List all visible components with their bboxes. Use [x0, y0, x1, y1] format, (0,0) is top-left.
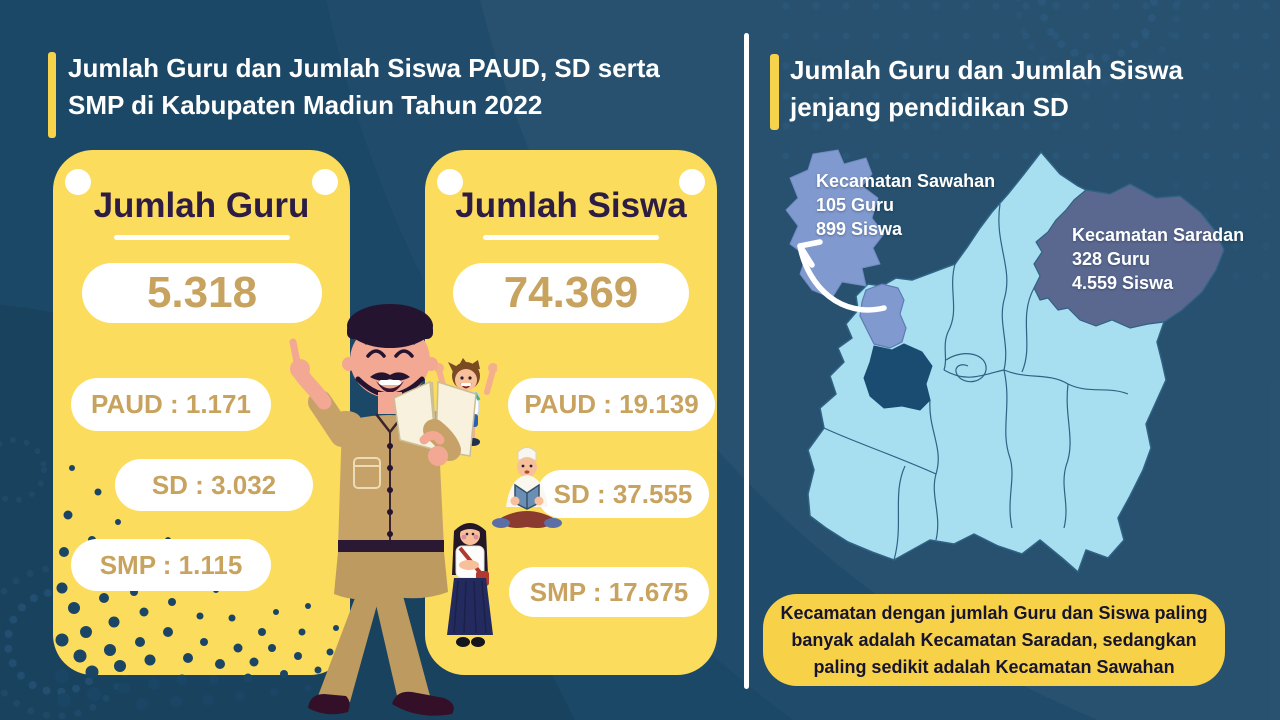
siswa-total-pill: 74.369	[453, 263, 689, 323]
right-section-title: Jumlah Guru dan Jumlah Siswa jenjang pen…	[790, 52, 1220, 126]
siswa-title-underline	[483, 235, 659, 240]
right-title-accent-bar	[770, 54, 779, 130]
sawahan-siswa-count: 899 Siswa	[816, 218, 903, 239]
jumlah-siswa-card: Jumlah Siswa 74.369 PAUD : 19.139 SD : 3…	[425, 150, 717, 675]
card-hole-decoration	[437, 169, 463, 195]
guru-sd-pill: SD : 3.032	[115, 459, 313, 511]
callout-arrow-icon	[797, 239, 887, 313]
guru-total-pill: 5.318	[82, 263, 322, 323]
conclusion-note: Kecamatan dengan jumlah Guru dan Siswa p…	[763, 594, 1225, 686]
note-line-3: paling sedikit adalah Kecamatan Sawahan	[813, 656, 1175, 677]
left-title-line-2: SMP di Kabupaten Madiun Tahun 2022	[68, 89, 543, 120]
card-hole-decoration	[312, 169, 338, 195]
left-section-title: Jumlah Guru dan Jumlah Siswa PAUD, SD se…	[68, 50, 708, 124]
map-district-sawahan	[859, 283, 907, 349]
siswa-paud-pill: PAUD : 19.139	[508, 378, 715, 431]
left-title-line-1: Jumlah Guru dan Jumlah Siswa PAUD, SD se…	[68, 53, 660, 83]
section-divider	[744, 33, 749, 689]
card-hole-decoration	[679, 169, 705, 195]
sawahan-callout-label: Kecamatan Sawahan 105 Guru 899 Siswa	[816, 170, 995, 241]
standing-student-girl-illustration	[447, 523, 493, 647]
sawahan-name: Kecamatan Sawahan	[816, 171, 996, 191]
saradan-callout-label: Kecamatan Saradan 328 Guru 4.559 Siswa	[1072, 224, 1244, 295]
sawahan-guru-count: 105 Guru	[816, 194, 895, 215]
left-title-accent-bar	[48, 52, 56, 138]
card-hole-decoration	[65, 169, 91, 195]
guru-card-title: Jumlah Guru	[93, 186, 310, 225]
teacher-illustration	[289, 304, 477, 716]
reading-student-boy-illustration	[492, 447, 562, 528]
right-title-line-1: Jumlah Guru dan Jumlah Siswa	[790, 55, 1183, 85]
siswa-smp-pill: SMP : 17.675	[509, 567, 709, 617]
guru-smp-pill: SMP : 1.115	[71, 539, 271, 591]
saradan-name: Kecamatan Saradan	[1072, 225, 1245, 245]
guru-paud-pill: PAUD : 1.171	[71, 378, 271, 431]
right-title-line-2: jenjang pendidikan SD	[790, 91, 1069, 122]
note-line-2: banyak adalah Kecamatan Saradan, sedangk…	[791, 629, 1197, 650]
map-district-dark	[863, 343, 933, 411]
siswa-sd-pill: SD : 37.555	[537, 470, 709, 518]
siswa-card-title: Jumlah Siswa	[455, 186, 687, 225]
saradan-guru-count: 328 Guru	[1072, 248, 1151, 269]
saradan-siswa-count: 4.559 Siswa	[1072, 272, 1174, 293]
guru-title-underline	[113, 235, 290, 240]
note-line-1: Kecamatan dengan jumlah Guru dan Siswa p…	[780, 602, 1208, 623]
